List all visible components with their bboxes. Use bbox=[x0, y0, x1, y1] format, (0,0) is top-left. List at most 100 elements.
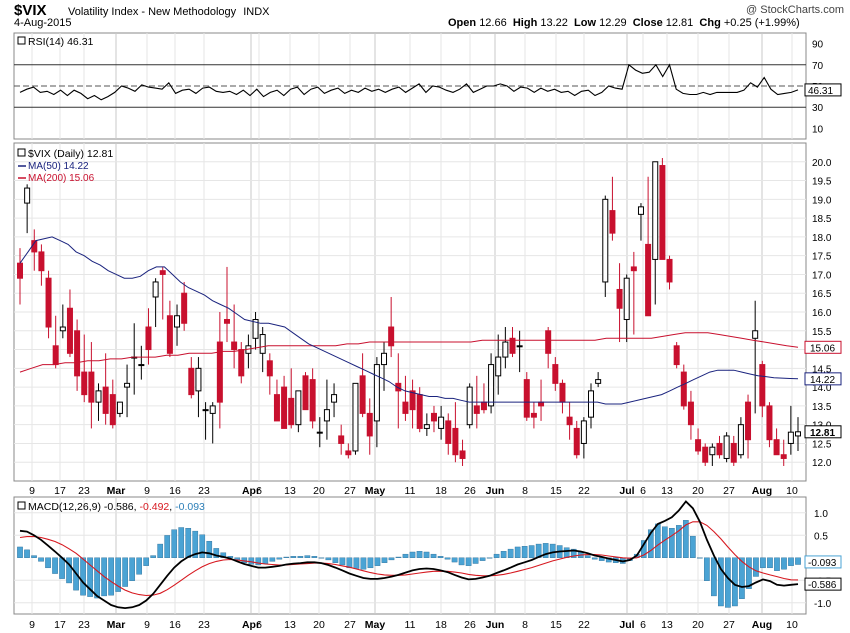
open-label: Open bbox=[448, 17, 477, 29]
candle-body bbox=[759, 364, 766, 407]
macd-histogram-bar bbox=[283, 556, 290, 558]
x-tick-label: Mar bbox=[107, 619, 126, 631]
candle-body bbox=[659, 165, 666, 260]
macd-legend-part: -0.093 bbox=[175, 501, 205, 513]
candle-body bbox=[138, 364, 145, 367]
price-y-tick-label: 14.5 bbox=[812, 364, 832, 375]
macd-histogram-bar bbox=[381, 557, 388, 563]
macd-histogram-bar bbox=[31, 555, 37, 558]
ma200-line bbox=[19, 332, 799, 373]
price-y-tick-label: 12.5 bbox=[812, 439, 832, 450]
macd-histogram-bar bbox=[647, 529, 654, 558]
candle-body bbox=[395, 382, 402, 392]
macd-histogram-bar bbox=[591, 557, 598, 560]
macd-histogram-bar bbox=[395, 556, 402, 558]
macd-histogram-bar bbox=[507, 548, 514, 558]
macd-histogram-bar bbox=[346, 557, 353, 569]
candle-body bbox=[216, 341, 223, 403]
candle-body bbox=[416, 394, 423, 429]
macd-histogram-bar bbox=[311, 556, 318, 558]
x-tick-label: 23 bbox=[198, 485, 210, 497]
macd-value-tag bbox=[804, 577, 842, 591]
candle-body bbox=[573, 427, 580, 456]
x-tick-label: 6 bbox=[640, 485, 646, 497]
macd-histogram-bar bbox=[676, 525, 682, 558]
candle-body bbox=[66, 307, 73, 354]
chart-date: 4-Aug-2015 bbox=[14, 17, 72, 29]
candle-body bbox=[309, 379, 316, 422]
candle-body bbox=[266, 360, 273, 377]
candle-body bbox=[281, 386, 288, 429]
price-y-tick-label: 12.0 bbox=[812, 458, 832, 469]
candle-body bbox=[766, 405, 773, 441]
macd-histogram-bar bbox=[143, 557, 149, 566]
candle-body bbox=[231, 341, 238, 351]
macd-histogram-bar bbox=[690, 535, 696, 558]
ma200-legend: MA(200) 15.06 bbox=[28, 173, 95, 184]
price-legend-swatch bbox=[17, 148, 26, 157]
x-tick-label: 27 bbox=[344, 619, 356, 631]
x-tick-label: 9 bbox=[144, 485, 150, 497]
candle-body bbox=[702, 446, 709, 463]
macd-histogram-bar bbox=[584, 555, 591, 558]
candle-body bbox=[452, 427, 459, 456]
macd-histogram-bar bbox=[781, 557, 787, 570]
candle-body bbox=[580, 420, 587, 444]
macd-histogram-bar bbox=[157, 543, 164, 558]
candle-body bbox=[745, 401, 752, 441]
candle-body bbox=[102, 386, 109, 414]
x-tick-label: 23 bbox=[198, 619, 210, 631]
candle-body bbox=[316, 431, 323, 434]
macd-histogram-bar bbox=[353, 557, 360, 569]
change-label: Chg bbox=[699, 17, 721, 29]
candle-body bbox=[295, 390, 302, 426]
candle-body bbox=[616, 288, 623, 309]
macd-histogram-bar bbox=[318, 557, 325, 559]
high-label: High bbox=[512, 17, 538, 29]
candle-body bbox=[723, 435, 730, 459]
price-legend: $VIX (Daily) 12.81 bbox=[28, 148, 113, 160]
candle-body bbox=[795, 431, 801, 437]
x-tick-label: 18 bbox=[435, 485, 447, 497]
macd-histogram-bar bbox=[255, 557, 262, 566]
candle-body bbox=[238, 349, 245, 377]
macd-histogram-bar bbox=[704, 557, 710, 581]
macd-y-tick-label: 0.5 bbox=[814, 531, 828, 542]
macd-histogram-bar bbox=[458, 557, 465, 566]
candle-body bbox=[409, 390, 416, 411]
rsi-y-tick-label: 30 bbox=[812, 103, 824, 114]
macd-y-tick-label: -1.0 bbox=[814, 599, 832, 610]
macd-histogram-bar bbox=[108, 557, 114, 596]
x-tick-label: 6 bbox=[256, 619, 262, 631]
macd-histogram-bar bbox=[444, 557, 451, 560]
x-tick-label: 23 bbox=[78, 485, 90, 497]
macd-histogram-bar bbox=[570, 548, 577, 558]
candle-body bbox=[423, 424, 430, 429]
candle-body bbox=[652, 161, 659, 260]
candle-body bbox=[609, 210, 616, 234]
candle-body bbox=[95, 390, 102, 403]
rsi-value-tag bbox=[804, 83, 842, 97]
macd-histogram-bar bbox=[276, 557, 283, 560]
candle-body bbox=[687, 401, 694, 426]
macd-histogram-bar bbox=[549, 543, 556, 558]
candle-body bbox=[116, 401, 123, 414]
candle-body bbox=[81, 371, 88, 396]
candle-body bbox=[373, 364, 380, 422]
price-y-tick-label: 13.5 bbox=[812, 402, 832, 413]
macd-legend: MACD(12,26,9) -0.586, -0.492, -0.093 bbox=[28, 501, 205, 513]
quote-summary: Open 12.66 High 13.22 Low 12.29 Close 12… bbox=[448, 17, 800, 29]
candle-body bbox=[223, 319, 230, 324]
candle-body bbox=[273, 394, 280, 422]
macd-histogram-bar bbox=[213, 548, 220, 558]
macd-histogram-bar bbox=[746, 557, 752, 589]
x-tick-label: 6 bbox=[640, 619, 646, 631]
candle-body bbox=[530, 412, 537, 418]
candle-body bbox=[445, 420, 452, 444]
x-tick-label: 10 bbox=[786, 619, 798, 631]
x-tick-label: 13 bbox=[661, 485, 673, 497]
macd-histogram-bar bbox=[332, 557, 339, 563]
macd-histogram-bar bbox=[262, 557, 269, 564]
candle-body bbox=[495, 356, 502, 377]
candle-body bbox=[780, 454, 787, 459]
